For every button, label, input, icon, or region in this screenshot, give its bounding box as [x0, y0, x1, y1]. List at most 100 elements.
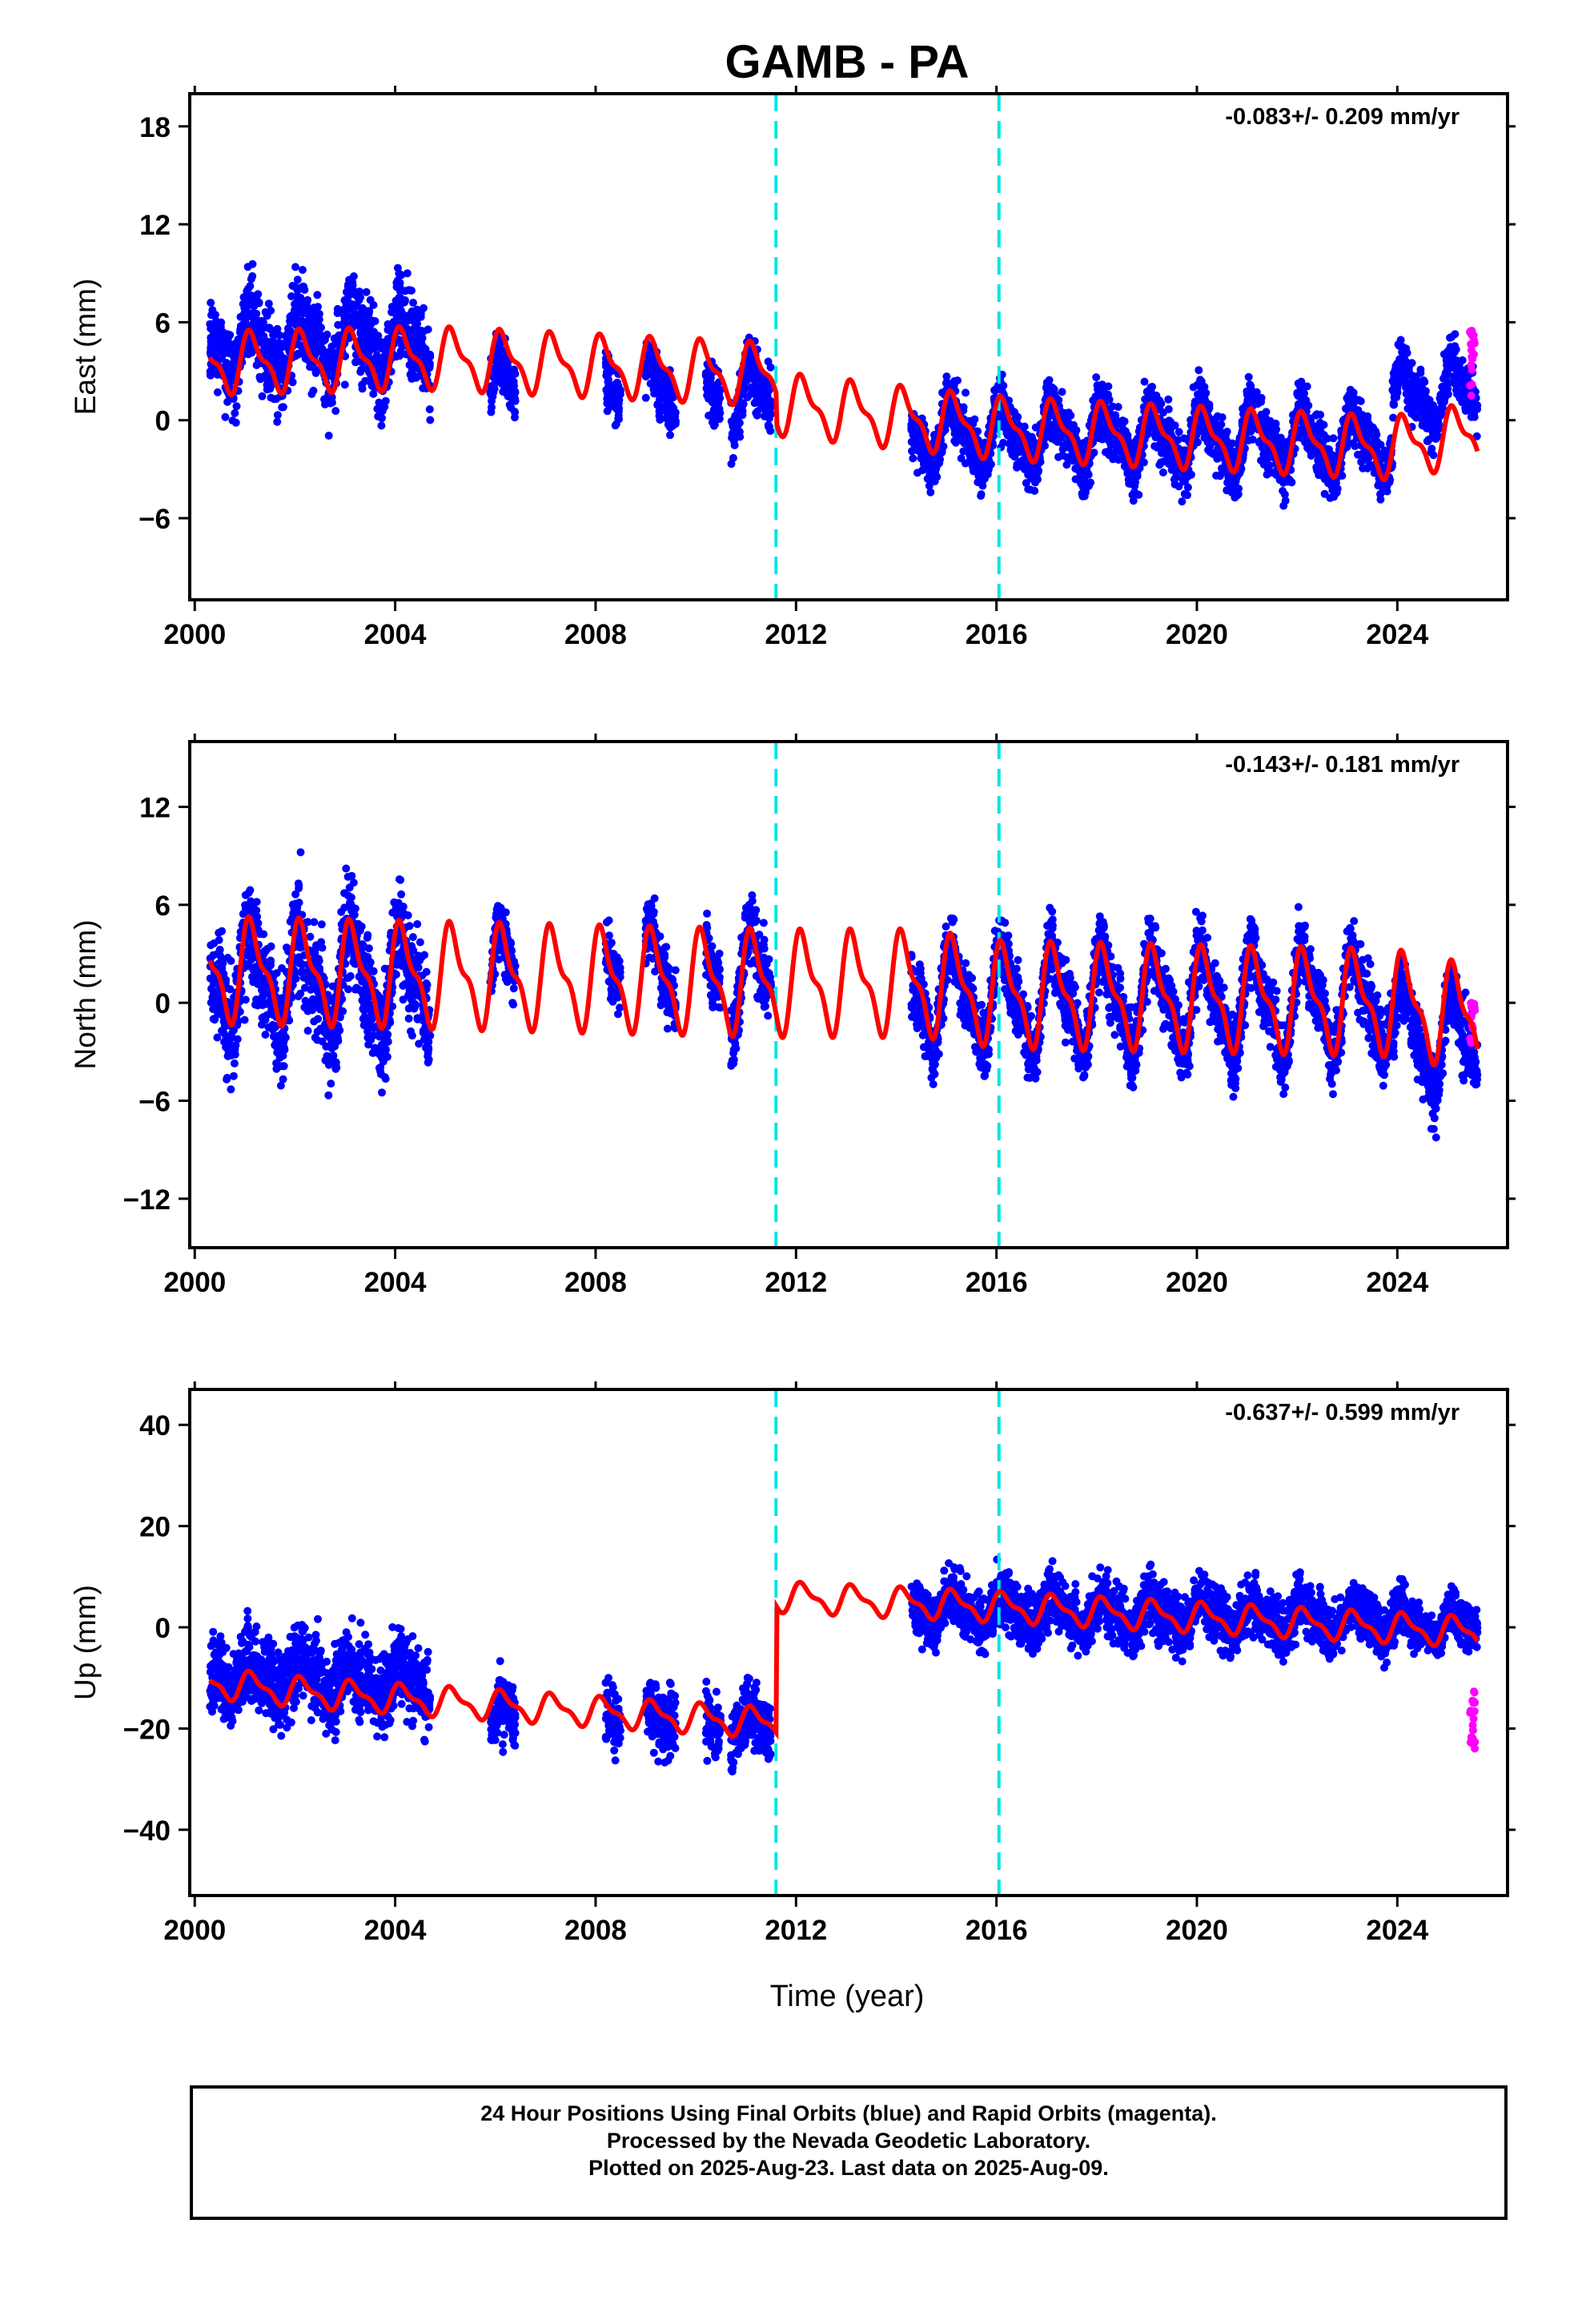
data-point — [331, 340, 339, 348]
data-point — [248, 259, 257, 268]
data-point — [358, 384, 367, 393]
data-point — [1427, 403, 1436, 412]
data-point — [362, 287, 371, 296]
data-point — [408, 340, 417, 348]
data-point — [1408, 410, 1417, 419]
data-point — [407, 309, 416, 318]
data-point — [1418, 416, 1427, 425]
data-point — [269, 331, 278, 340]
data-point — [413, 314, 422, 323]
data-point — [488, 403, 496, 412]
data-point — [1443, 390, 1452, 399]
data-point — [353, 316, 361, 324]
data-point — [497, 376, 506, 384]
data-point — [217, 341, 226, 350]
data-point — [346, 315, 355, 324]
data-point — [1439, 374, 1447, 383]
data-point — [1112, 420, 1121, 428]
data-point — [1247, 392, 1256, 400]
y-tick-label: 6 — [155, 308, 171, 339]
data-point — [394, 310, 403, 319]
data-point — [309, 364, 318, 372]
data-point — [1227, 480, 1236, 489]
data-point — [1391, 385, 1400, 394]
data-point — [358, 338, 367, 347]
data-point — [358, 324, 367, 332]
data-point — [1092, 373, 1101, 382]
data-point — [1280, 490, 1289, 499]
data-point — [1257, 456, 1265, 464]
data-point — [292, 314, 301, 323]
x-tick-label: 2000 — [163, 619, 226, 650]
data-point — [925, 457, 934, 466]
data-point — [321, 332, 330, 341]
data-point — [371, 343, 379, 352]
data-point — [1390, 375, 1399, 383]
data-point — [299, 282, 308, 291]
x-tick-label: 2024 — [1366, 619, 1428, 650]
data-point — [375, 398, 383, 407]
data-point — [284, 337, 293, 346]
data-point — [1434, 418, 1443, 427]
data-point — [207, 299, 215, 307]
data-point — [1440, 397, 1448, 406]
data-point — [351, 302, 360, 311]
data-point — [392, 283, 401, 292]
data-point — [387, 308, 396, 316]
data-point — [1170, 463, 1178, 472]
data-point — [1151, 433, 1160, 442]
data-point — [404, 286, 413, 295]
data-point — [965, 445, 974, 454]
data-point — [313, 291, 322, 300]
data-point — [1140, 377, 1149, 386]
data-point — [1468, 405, 1476, 413]
data-point — [365, 347, 374, 356]
data-point — [331, 407, 340, 416]
rapid-point — [1468, 327, 1476, 335]
x-tick-label: 2004 — [364, 619, 427, 650]
data-point — [392, 300, 401, 309]
data-point — [498, 361, 507, 370]
data-point — [614, 411, 623, 420]
data-point — [935, 459, 944, 468]
data-point — [1030, 465, 1038, 473]
data-point — [1042, 383, 1050, 392]
data-point — [1457, 365, 1466, 374]
data-point — [367, 381, 376, 390]
data-point — [507, 404, 516, 412]
data-point — [418, 348, 427, 357]
data-point — [1174, 428, 1183, 436]
plot-area — [206, 742, 1482, 1248]
panel-east: 2000 2004 2008 2012 2016 2020 2024−6061218East… — [69, 86, 1516, 650]
data-point — [303, 324, 312, 332]
data-point — [241, 306, 250, 315]
data-point — [704, 387, 713, 396]
data-point — [1412, 396, 1421, 404]
data-point — [1449, 357, 1458, 366]
data-point — [416, 938, 424, 947]
data-point — [291, 352, 300, 360]
data-point — [1452, 345, 1460, 354]
data-point — [223, 335, 232, 344]
data-point — [1218, 413, 1227, 422]
data-point — [272, 360, 281, 369]
data-point — [1211, 415, 1220, 423]
data-point — [369, 389, 378, 398]
data-point — [1254, 400, 1263, 408]
data-point — [950, 377, 958, 385]
data-point — [252, 293, 261, 302]
data-point — [324, 432, 333, 440]
data-point — [1447, 332, 1456, 341]
data-point — [1312, 464, 1321, 473]
data-point — [403, 269, 412, 278]
data-point — [763, 386, 772, 395]
data-point — [1411, 383, 1419, 392]
data-point — [966, 455, 975, 464]
data-point — [361, 376, 370, 385]
data-point — [1315, 418, 1324, 427]
data-point — [1312, 410, 1321, 419]
data-point — [766, 363, 775, 372]
data-point — [747, 360, 756, 369]
chart-title: GAMB - PA — [725, 36, 969, 88]
data-point — [646, 349, 655, 358]
